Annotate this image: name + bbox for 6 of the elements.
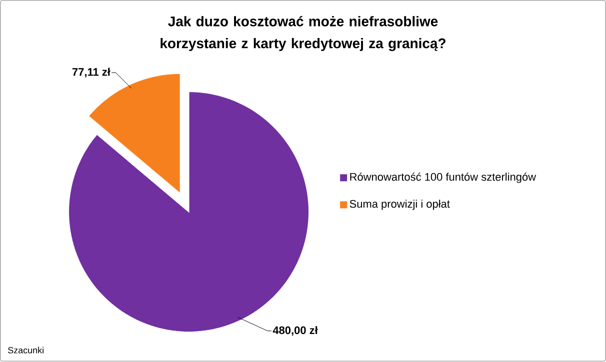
data-label: 480,00 zł — [272, 326, 318, 336]
legend-label: Równowartość 100 funtów szterlingów — [350, 172, 536, 184]
chart-title: Jak duzo kosztować może niefrasobliwe korzystanie z karty kredytowej za granicą? — [160, 16, 446, 52]
data-label: 77,11 zł — [72, 68, 110, 78]
legend-label: Suma prowizji i opłat — [350, 200, 450, 210]
text: Szacunki — [8, 347, 44, 354]
